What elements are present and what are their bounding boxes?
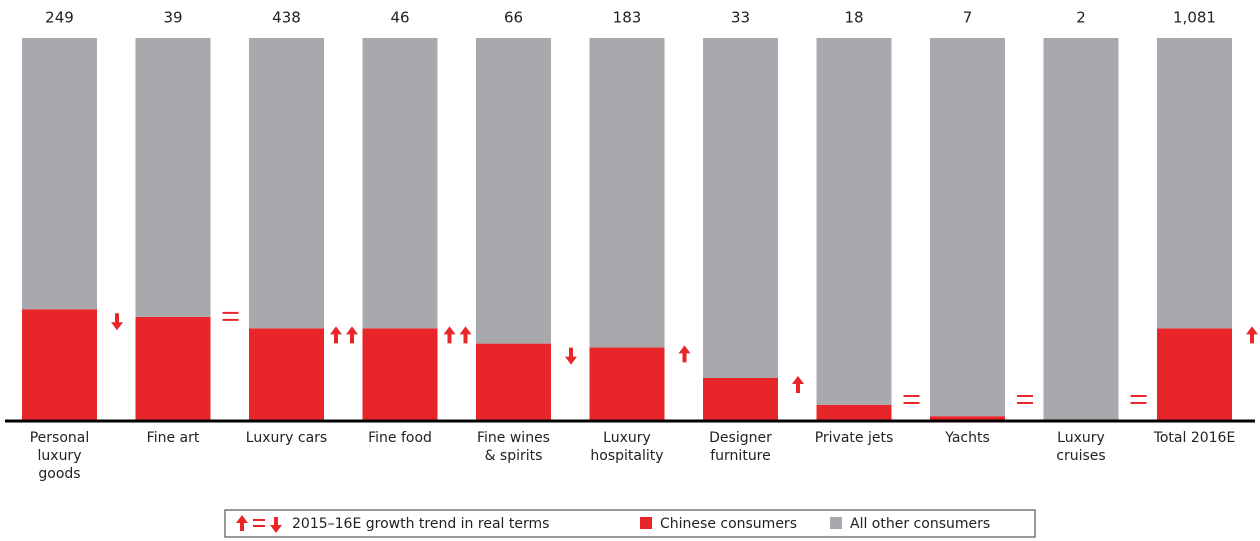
total-label: 7 (963, 9, 973, 27)
legend-label: All other consumers (850, 516, 990, 532)
legend-up-icon (236, 515, 248, 531)
x-tick-label: & spirits (485, 448, 543, 464)
trend-up (459, 326, 472, 344)
x-tick-label: Fine wines (477, 430, 550, 446)
bar-segment (1157, 38, 1232, 329)
bar-segment (22, 38, 97, 310)
x-tick-label: Personal (30, 430, 90, 446)
trend-up (330, 326, 342, 344)
legend-label: Chinese consumers (660, 516, 797, 532)
bar-segment (589, 38, 665, 348)
legend-swatch (830, 517, 842, 529)
legend-trend-label: 2015–16E growth trend in real terms (292, 516, 549, 532)
x-tick-label: Luxury (603, 430, 651, 446)
bar-segment (476, 343, 551, 420)
total-label: 66 (504, 9, 523, 27)
bar-segment (930, 416, 1005, 420)
total-label: 438 (272, 9, 301, 27)
total-label: 2 (1076, 9, 1086, 27)
x-tick-label: Yachts (944, 430, 990, 446)
x-tick-label: Luxury cars (246, 430, 327, 446)
bar-segment (589, 347, 665, 420)
trend-equal (903, 395, 920, 404)
x-tick-label: luxury (38, 448, 82, 464)
x-tick-label: Private jets (815, 430, 894, 446)
total-label: 249 (45, 9, 74, 27)
bar-segment (362, 38, 438, 329)
x-tick-label: Total 2016E (1153, 430, 1236, 446)
total-label: 18 (844, 9, 863, 27)
legend-swatch (640, 517, 652, 529)
total-label: 33 (731, 9, 750, 27)
legend-box (224, 509, 1036, 538)
bar-segment (249, 38, 324, 329)
bar-segment (135, 38, 211, 317)
x-tick-label: Designer (709, 430, 772, 446)
trend-equal (1130, 395, 1147, 404)
trend-up (1246, 326, 1258, 344)
trend-up (443, 326, 456, 344)
bar-segment (930, 38, 1005, 417)
total-label: 46 (390, 9, 409, 27)
x-tick-label: goods (38, 466, 80, 482)
trend-up (678, 345, 691, 363)
x-tick-label: cruises (1056, 448, 1105, 464)
x-tick-label: Fine food (368, 430, 432, 446)
bar-segment (703, 38, 778, 378)
x-tick-label: Luxury (1057, 430, 1105, 446)
total-label: 1,081 (1173, 9, 1216, 27)
bar-segment (476, 38, 551, 344)
trend-up (346, 326, 358, 344)
x-tick-label: Fine art (147, 430, 200, 446)
bar-segment (816, 404, 892, 420)
legend-down-icon (270, 517, 282, 533)
bar-segment (703, 377, 778, 420)
total-label: 183 (613, 9, 642, 27)
x-tick-label: furniture (710, 448, 771, 464)
bar-segment (22, 309, 97, 420)
total-label: 39 (163, 9, 182, 27)
trend-down (111, 313, 123, 331)
bar-segment (249, 328, 324, 420)
trend-up (792, 375, 804, 393)
bar-segment (135, 316, 211, 420)
bar-segment (816, 38, 892, 405)
trend-equal (1017, 395, 1033, 404)
trend-down (565, 347, 577, 365)
legend-equal-icon (253, 519, 265, 527)
x-tick-label: hospitality (590, 448, 663, 464)
trend-equal (222, 311, 239, 321)
bar-segment (1043, 38, 1119, 420)
bar-segment (362, 328, 438, 420)
legend: 2015–16E growth trend in real terms Chin… (224, 509, 1036, 538)
bar-segment (1157, 328, 1232, 420)
